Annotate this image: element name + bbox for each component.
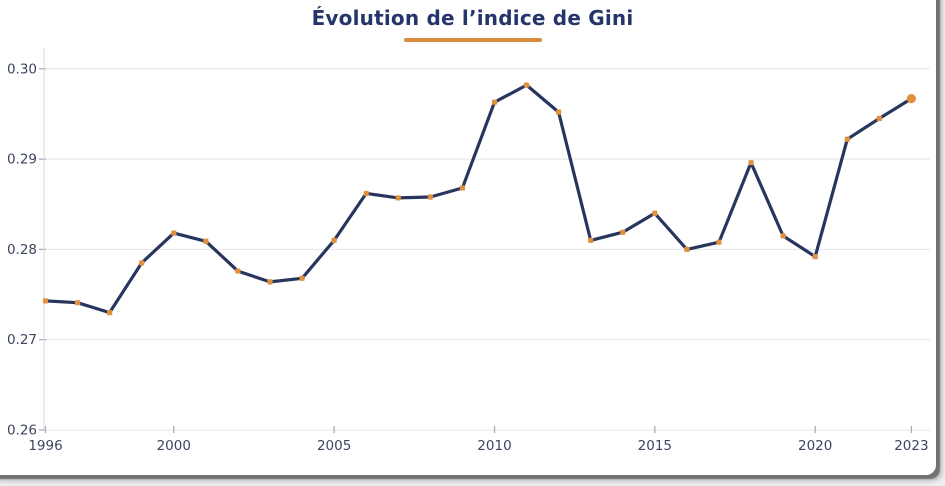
chart-card [0, 0, 936, 475]
point-marker [652, 210, 658, 216]
point-marker [556, 109, 562, 115]
point-marker [459, 185, 466, 191]
point-marker [299, 275, 305, 281]
point-marker [523, 82, 530, 88]
point-marker [491, 99, 498, 105]
point-marker [588, 237, 594, 243]
point-marker [812, 254, 818, 260]
page-title: Évolution de l’indice de Gini [311, 6, 634, 30]
x-tick-label: 2020 [798, 438, 832, 454]
y-tick-label: 0.27 [7, 332, 37, 348]
data-markers [42, 82, 917, 316]
point-marker [203, 238, 209, 244]
point-marker [139, 260, 145, 266]
point-marker [42, 298, 49, 304]
title-underline-accent [403, 38, 542, 42]
point-marker [267, 279, 273, 285]
point-marker [620, 229, 626, 235]
x-tick-label: 2005 [317, 438, 351, 454]
point-marker [780, 233, 786, 239]
y-tick-label: 0.29 [7, 152, 37, 168]
point-marker [107, 310, 113, 316]
x-tick-label: 2023 [894, 438, 928, 454]
point-marker [235, 268, 241, 274]
x-tick-label: 2000 [157, 438, 191, 454]
point-marker [395, 195, 401, 201]
x-tick-label: 2015 [638, 438, 672, 454]
y-tick-label: 0.30 [7, 61, 37, 77]
x-axis-labels: 1996 2000 2005 2010 2015 2020 2023 [28, 426, 929, 454]
point-marker [427, 194, 433, 200]
y-tick-label: 0.26 [7, 423, 37, 439]
point-marker [171, 230, 177, 236]
point-marker [844, 136, 850, 142]
point-marker [684, 246, 690, 252]
chart-header: Évolution de l’indice de Gini [0, 6, 945, 42]
point-marker [363, 190, 369, 197]
point-marker [876, 115, 882, 122]
gridlines [39, 68, 930, 431]
point-marker [716, 239, 722, 245]
point-marker [331, 237, 337, 243]
point-marker [748, 160, 754, 166]
x-tick-label: 1996 [28, 438, 62, 454]
data-line [43, 83, 913, 315]
y-tick-label: 0.28 [7, 242, 37, 258]
last-point-marker [906, 93, 917, 104]
point-marker [74, 300, 81, 306]
y-axis-labels: 0.26 0.27 0.28 0.29 0.30 [7, 61, 37, 438]
x-tick-label: 2010 [477, 438, 511, 454]
